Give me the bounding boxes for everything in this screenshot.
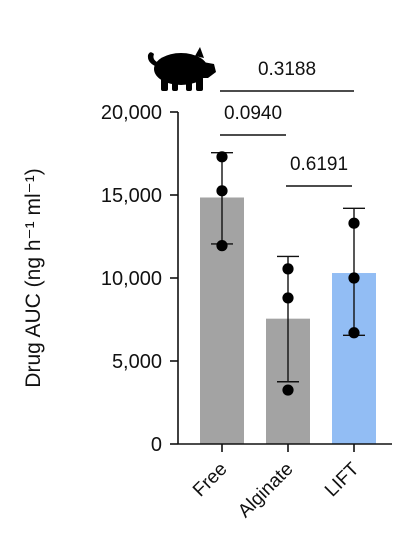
data-point [282, 292, 294, 304]
data-point [216, 240, 228, 252]
p-value-label: 0.3188 [258, 59, 316, 80]
y-tick-label: 20,000 [101, 102, 162, 124]
x-tick-label-free: Free [189, 459, 231, 501]
x-tick-label-lift: LIFT [321, 458, 364, 501]
pig-icon [147, 47, 216, 91]
data-point [348, 217, 360, 229]
data-point [348, 272, 360, 284]
y-tick-label: 15,000 [101, 185, 162, 207]
data-point [348, 327, 360, 339]
y-tick-label: 0 [151, 434, 162, 456]
y-axis-label: Drug AUC (ng h⁻¹ ml⁻¹) [22, 168, 45, 387]
y-tick-label: 5,000 [112, 351, 162, 373]
p-value-label: 0.6191 [290, 154, 348, 175]
y-tick-label: 10,000 [101, 268, 162, 290]
data-point [282, 384, 294, 396]
points-layer [216, 151, 360, 396]
x-tick-label-alginate: Alginate [234, 459, 297, 522]
p-value-label: 0.0940 [224, 103, 282, 124]
data-point [216, 185, 228, 197]
data-point [282, 263, 294, 275]
data-point [216, 151, 228, 163]
significance-layer: 0.3188 0.0940 0.6191 [220, 59, 354, 187]
